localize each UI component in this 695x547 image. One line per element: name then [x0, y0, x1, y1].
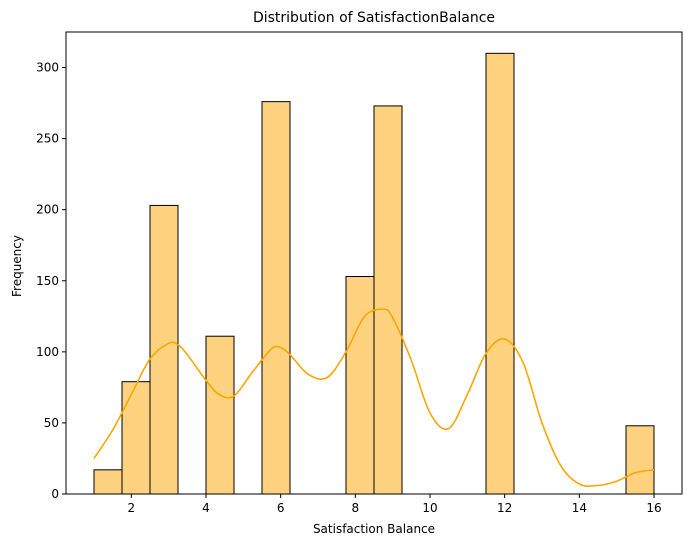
- y-tick-label: 200: [36, 203, 59, 217]
- histogram-bar: [261, 101, 291, 495]
- histogram-bar: [149, 204, 179, 495]
- histogram-bar: [625, 425, 655, 495]
- x-tick-label: 4: [202, 501, 210, 515]
- y-axis-label: Frequency: [10, 235, 24, 297]
- y-tick-label: 100: [36, 345, 59, 359]
- x-tick-label: 8: [352, 501, 360, 515]
- x-tick-label: 14: [572, 501, 587, 515]
- y-tick-label: 0: [51, 487, 59, 501]
- histogram-bar: [93, 469, 123, 495]
- x-tick-label: 2: [128, 501, 136, 515]
- y-tick-label: 300: [36, 61, 59, 75]
- chart-title: Distribution of SatisfactionBalance: [253, 10, 495, 26]
- y-tick-label: 250: [36, 132, 59, 146]
- histogram-bar: [345, 276, 375, 495]
- x-tick-label: 12: [497, 501, 512, 515]
- histogram-bar: [373, 105, 403, 495]
- plot-area: 2 4 6 8 10 12 14 16 0 50 100 150 200 250 300: [36, 31, 683, 515]
- x-tick-label: 16: [646, 501, 661, 515]
- histogram-bar: [205, 335, 235, 495]
- x-tick-label: 6: [277, 501, 285, 515]
- histogram-bar: [121, 381, 151, 495]
- x-tick-label: 10: [422, 501, 437, 515]
- y-tick-label: 50: [44, 416, 59, 430]
- y-tick-label: 150: [36, 274, 59, 288]
- histogram-bar: [485, 52, 515, 495]
- axes-frame: [65, 31, 683, 495]
- x-axis-label: Satisfaction Balance: [313, 522, 435, 536]
- kde-curve: [93, 308, 655, 487]
